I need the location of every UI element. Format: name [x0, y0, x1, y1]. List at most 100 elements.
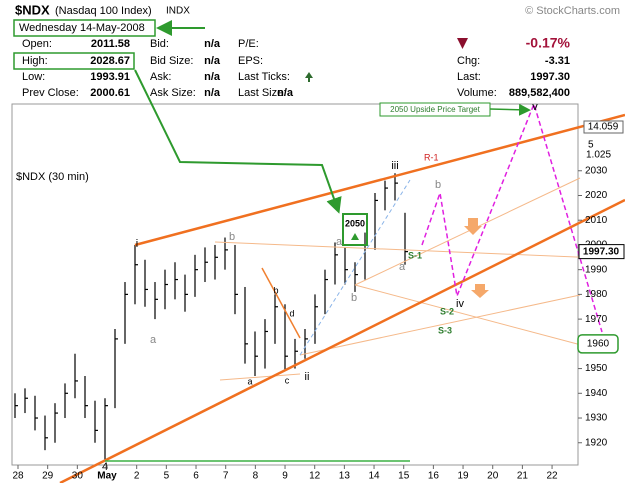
value: n/a: [204, 71, 221, 83]
annotations: $NDX (30 min) 2050 Upside Price Target 2…: [16, 101, 624, 473]
source: © StockCharts.com: [525, 5, 620, 17]
x-tick-label: 7: [223, 471, 229, 482]
lower-channel: [59, 198, 625, 483]
y-tick-label: 2030: [585, 165, 608, 176]
wave-label: iv: [456, 298, 464, 310]
fan-line: [354, 177, 581, 286]
indicator-box: [583, 120, 624, 134]
indicator-value: 1.025: [586, 150, 611, 161]
x-tick-label: 5: [164, 471, 170, 482]
down-icon: [457, 38, 468, 49]
x-tick-label: 16: [428, 471, 440, 482]
high-box: [13, 52, 135, 70]
x-tick-label: 9: [282, 471, 288, 482]
wave-label: v: [532, 101, 538, 113]
x-tick-label: 21: [517, 471, 529, 482]
wave-label: b: [229, 231, 235, 243]
index-name: (Nasdaq 100 Index): [55, 5, 152, 17]
label: Last Ticks:: [238, 71, 290, 83]
value: n/a: [204, 87, 221, 99]
annotation: 2050 Upside Price Target: [390, 105, 480, 114]
wave-projection: [421, 101, 603, 333]
last-price-label: 1997.30: [583, 246, 620, 257]
y-tick-label: 1950: [585, 363, 608, 374]
plot-area: [11, 103, 579, 466]
arrow: [489, 103, 531, 116]
value: -3.31: [545, 55, 570, 67]
annotation: S-3: [438, 325, 452, 335]
change-pct: -0.17%: [526, 35, 571, 51]
fan-line: [219, 373, 301, 381]
wave-label: a: [399, 261, 406, 273]
date: Wednesday 14-May-2008: [19, 22, 145, 34]
x-tick-label: 30: [72, 471, 84, 482]
axes: 1920193019401950196019701980199020002010…: [12, 165, 625, 482]
trendlines: [59, 69, 625, 483]
y-tick-label: 2010: [585, 215, 608, 226]
x-tick-label: 28: [12, 471, 24, 482]
annotation: S-2: [440, 306, 454, 316]
arrow: [134, 69, 342, 214]
y-tick-label: 2020: [585, 190, 608, 201]
y-tick-label: 1920: [585, 437, 608, 448]
annotation: S-1: [408, 250, 422, 260]
x-tick-label: May: [97, 471, 117, 482]
y-tick-label: 1990: [585, 264, 608, 275]
annotation: R-1: [424, 152, 439, 162]
x-tick-label: 15: [398, 471, 410, 482]
x-tick-label: 8: [253, 471, 259, 482]
label: Last:: [457, 71, 481, 83]
x-tick-label: 14: [368, 471, 380, 482]
y-tick-label: 1940: [585, 388, 608, 399]
indicator-value: 14.059: [588, 122, 619, 133]
label: Bid Size:: [150, 55, 193, 67]
x-tick-label: 29: [42, 471, 54, 482]
value: 1997.30: [530, 71, 570, 83]
y-tick-label: 1930: [585, 413, 608, 424]
value: 2000.61: [90, 87, 130, 99]
exchange: INDX: [166, 6, 190, 17]
wave-label: a: [336, 236, 343, 248]
value: 889,582,400: [509, 87, 570, 99]
x-tick-label: 22: [546, 471, 558, 482]
wave-label: ii: [305, 371, 310, 383]
label: Volume:: [457, 87, 497, 99]
label: Low:: [22, 71, 45, 83]
value: n/a: [277, 87, 294, 99]
wave-label: a: [150, 334, 157, 346]
fan-line: [214, 241, 601, 259]
label: Bid:: [150, 38, 169, 50]
up-icon: [351, 233, 359, 240]
annotation: 2050: [345, 218, 365, 228]
label: Ask:: [150, 71, 171, 83]
wave-label: a: [247, 376, 252, 386]
indicator-value: 5: [588, 140, 594, 151]
label: Prev Close:: [22, 87, 79, 99]
label: EPS:: [238, 55, 263, 67]
value: 2011.58: [91, 38, 130, 50]
quote-header: $NDX (Nasdaq 100 Index) INDX © StockChar…: [13, 2, 620, 99]
wave-label: c: [285, 375, 290, 385]
target-flag: [379, 102, 491, 117]
symbol: $NDX: [15, 2, 50, 17]
target-level-box: [577, 334, 619, 354]
down-arrow: [464, 218, 482, 235]
target-level-label: 1960: [587, 338, 610, 349]
label: Open:: [22, 38, 52, 50]
label: Chg:: [457, 55, 480, 67]
wave-label: i: [136, 238, 138, 250]
value: n/a: [204, 38, 221, 50]
fan-line: [354, 284, 601, 351]
date-box: [13, 19, 156, 37]
x-tick-label: 6: [193, 471, 199, 482]
wave-label: b: [435, 179, 441, 191]
value: 1993.91: [90, 71, 130, 83]
value: n/a: [204, 55, 221, 67]
label: High:: [22, 55, 48, 67]
label: Last Size:: [238, 87, 286, 99]
chart-title: $NDX (30 min): [16, 171, 89, 183]
y-tick-label: 1970: [585, 314, 608, 325]
value: 2028.67: [90, 55, 130, 67]
x-tick-label: 12: [309, 471, 321, 482]
